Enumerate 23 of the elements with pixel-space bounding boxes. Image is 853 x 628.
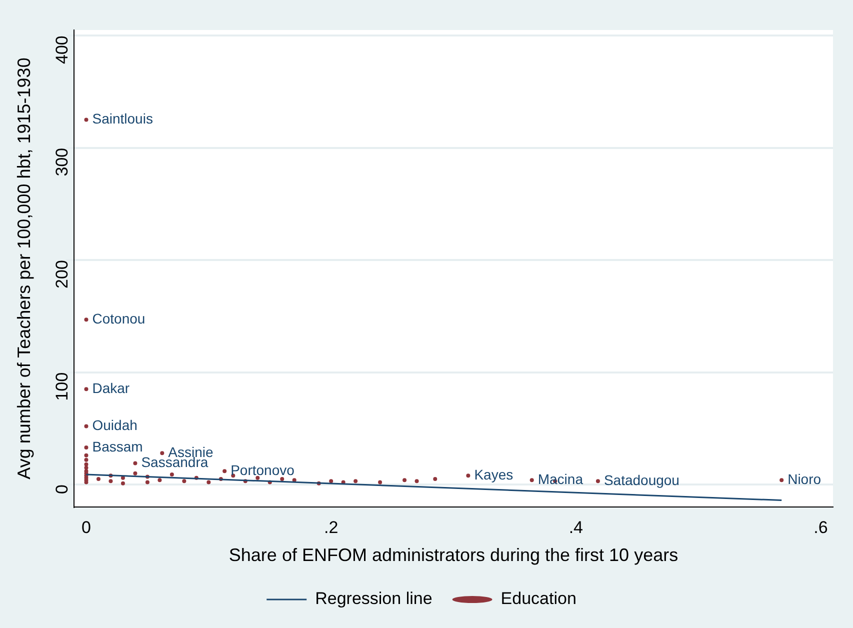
y-tick-label: 400 — [52, 36, 72, 64]
annotation: Satadougou — [604, 472, 680, 488]
annotation: Portonovo — [230, 462, 295, 478]
y-tick-label: 200 — [52, 260, 72, 288]
x-tick-label: .6 — [814, 518, 828, 537]
annotation: Dakar — [92, 380, 130, 396]
x-axis-title: Share of ENFOM administrators during the first 10 years — [228, 545, 678, 566]
y-tick-label: 100 — [52, 372, 72, 401]
legend-label: Regression line — [315, 589, 432, 608]
y-tick-label: 0 — [52, 484, 72, 494]
x-tick-label: 0 — [82, 518, 91, 537]
y-axis-title: Avg number of Teachers per 100,000 hbt, 1915-1930 — [14, 58, 34, 480]
annotation: Kayes — [474, 466, 514, 482]
annotation: Macina — [538, 470, 584, 487]
annotation: Ouidah — [92, 417, 138, 434]
annotation: Saintlouis — [92, 110, 153, 127]
annotation: Bassam — [92, 438, 143, 454]
legend-label: Education — [500, 589, 576, 608]
y-tick-label: 300 — [52, 148, 72, 176]
x-tick-label: .4 — [568, 518, 584, 537]
annotation: Nioro — [788, 470, 822, 487]
annotation: Cotonou — [92, 310, 146, 326]
x-tick-label: .2 — [324, 518, 338, 537]
